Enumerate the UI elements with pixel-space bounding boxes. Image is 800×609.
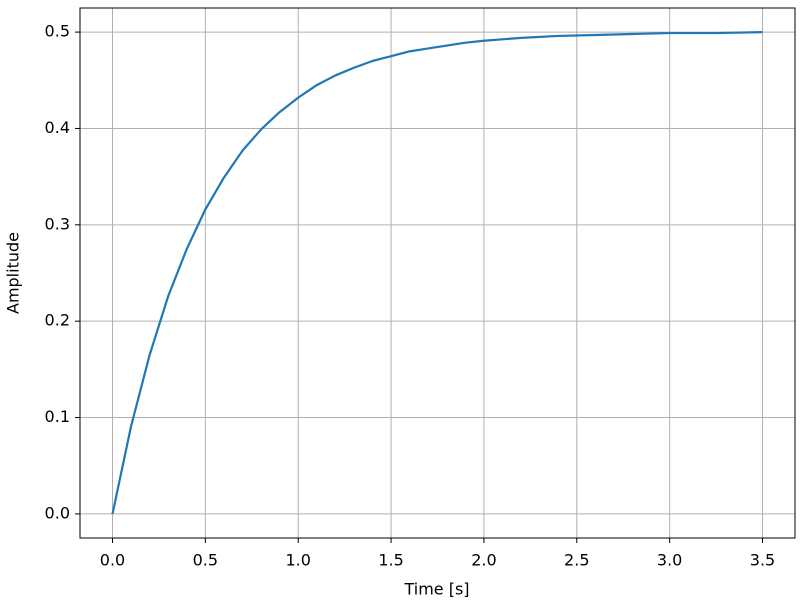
y-tick-label: 0.0 [45,503,70,522]
y-tick-label: 0.5 [45,22,70,41]
y-tick-label: 0.2 [45,311,70,330]
x-tick-label: 1.0 [285,551,310,570]
x-tick-label: 3.5 [750,551,775,570]
x-tick-label: 0.0 [100,551,125,570]
x-tick-label: 1.5 [378,551,403,570]
y-tick-label: 0.3 [45,214,70,233]
data-line [111,30,763,515]
x-tick-label: 2.5 [564,551,589,570]
y-tick-label: 0.4 [45,118,70,137]
y-tick-label: 0.1 [45,407,70,426]
x-tick-label: 0.5 [193,551,218,570]
x-axis-label: Time [s] [403,580,469,599]
x-tick-label: 3.0 [657,551,682,570]
x-tick-label: 2.0 [471,551,496,570]
plot-frame [79,7,796,539]
y-axis-label: Amplitude [4,232,23,314]
